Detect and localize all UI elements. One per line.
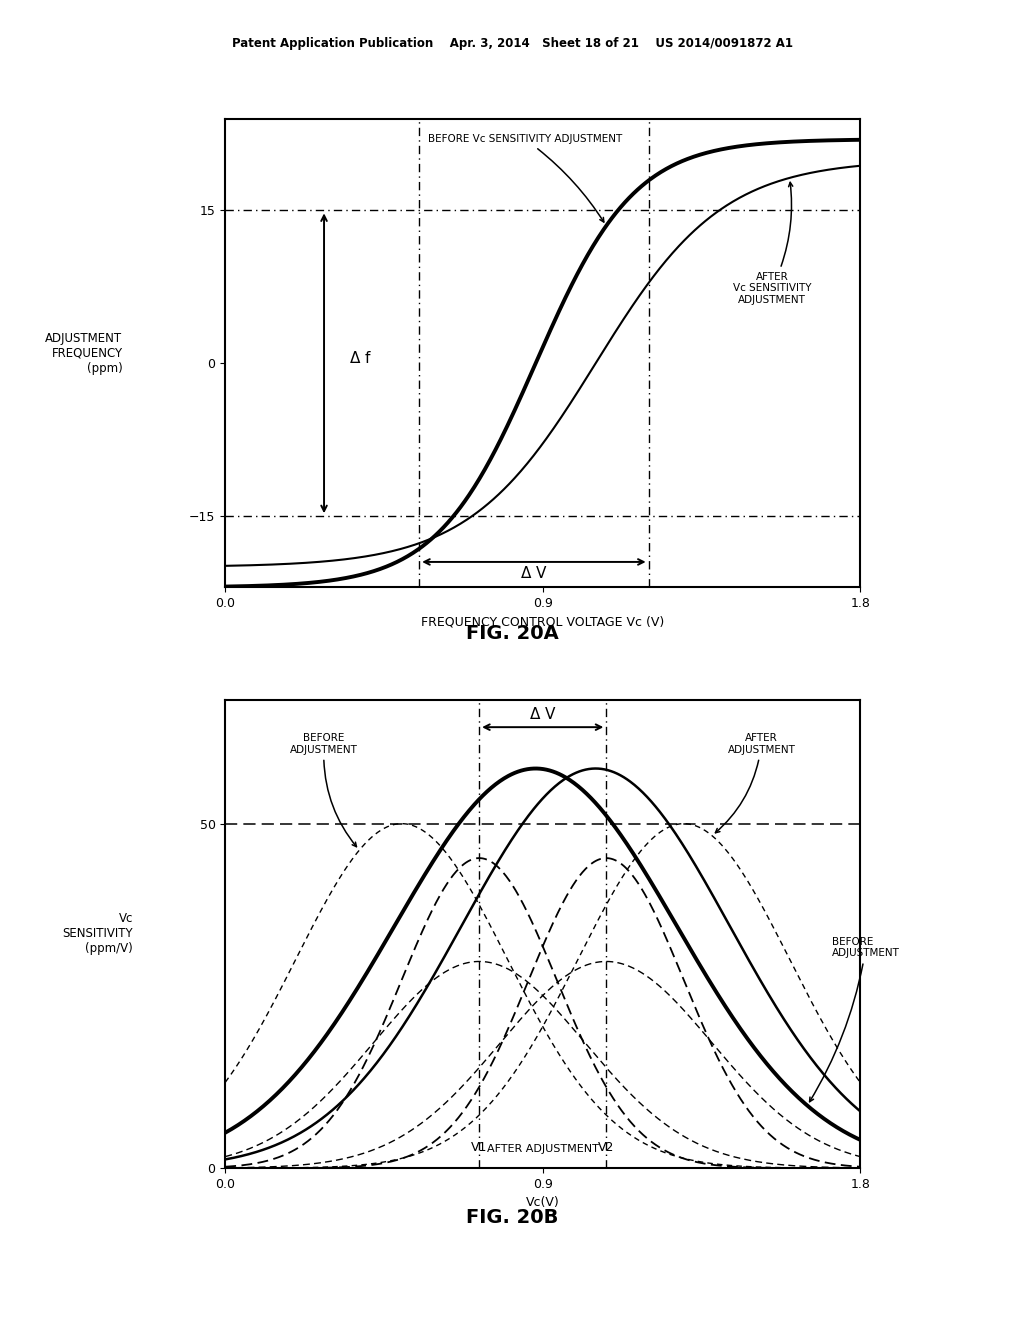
- Text: V2: V2: [598, 1142, 614, 1155]
- Text: BEFORE
ADJUSTMENT: BEFORE ADJUSTMENT: [810, 937, 900, 1102]
- Y-axis label: ADJUSTMENT
FREQUENCY
(ppm): ADJUSTMENT FREQUENCY (ppm): [45, 331, 123, 375]
- Text: $\Delta$ V: $\Delta$ V: [520, 565, 548, 581]
- Text: AFTER
Vc SENSITIVITY
ADJUSTMENT: AFTER Vc SENSITIVITY ADJUSTMENT: [733, 182, 811, 305]
- Text: $\Delta$ f: $\Delta$ f: [349, 350, 372, 366]
- Text: $\Delta$ V: $\Delta$ V: [529, 706, 556, 722]
- Y-axis label: Vc
SENSITIVITY
(ppm/V): Vc SENSITIVITY (ppm/V): [62, 912, 133, 956]
- Text: AFTER ADJUSTMENT: AFTER ADJUSTMENT: [486, 1144, 599, 1155]
- X-axis label: FREQUENCY CONTROL VOLTAGE Vc (V): FREQUENCY CONTROL VOLTAGE Vc (V): [421, 615, 665, 628]
- Text: BEFORE Vc SENSITIVITY ADJUSTMENT: BEFORE Vc SENSITIVITY ADJUSTMENT: [428, 135, 623, 222]
- Text: V1: V1: [471, 1142, 487, 1155]
- X-axis label: Vc(V): Vc(V): [526, 1196, 559, 1209]
- Text: FIG. 20B: FIG. 20B: [466, 1208, 558, 1226]
- Text: Patent Application Publication    Apr. 3, 2014   Sheet 18 of 21    US 2014/00918: Patent Application Publication Apr. 3, 2…: [231, 37, 793, 50]
- Text: AFTER
ADJUSTMENT: AFTER ADJUSTMENT: [716, 733, 796, 833]
- Text: BEFORE
ADJUSTMENT: BEFORE ADJUSTMENT: [290, 733, 358, 846]
- Text: FIG. 20A: FIG. 20A: [466, 624, 558, 643]
